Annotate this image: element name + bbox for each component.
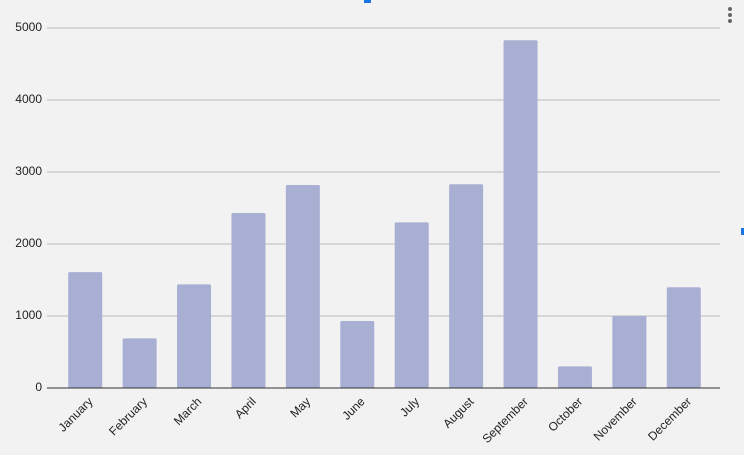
bar — [285, 184, 320, 388]
bar — [231, 213, 266, 388]
bar — [122, 338, 157, 388]
bar — [177, 284, 212, 388]
menu-dot — [728, 13, 732, 17]
y-tick-label: 4000 — [15, 92, 42, 106]
menu-dot — [728, 7, 732, 11]
bar — [503, 40, 538, 389]
menu-dot — [728, 19, 732, 23]
bar — [612, 316, 647, 388]
bar — [449, 184, 484, 388]
bar — [68, 272, 103, 388]
y-tick-label: 3000 — [15, 164, 42, 178]
resize-handle[interactable] — [364, 0, 371, 3]
bar — [557, 366, 592, 388]
bar — [666, 287, 701, 388]
resize-handle[interactable] — [741, 228, 744, 235]
menu-button[interactable] — [728, 7, 732, 23]
bar — [340, 321, 375, 388]
bar — [394, 222, 429, 388]
y-tick-label: 1000 — [15, 308, 42, 322]
y-tick-label: 5000 — [15, 20, 42, 34]
y-tick-label: 0 — [35, 380, 42, 394]
y-tick-label: 2000 — [15, 236, 42, 250]
